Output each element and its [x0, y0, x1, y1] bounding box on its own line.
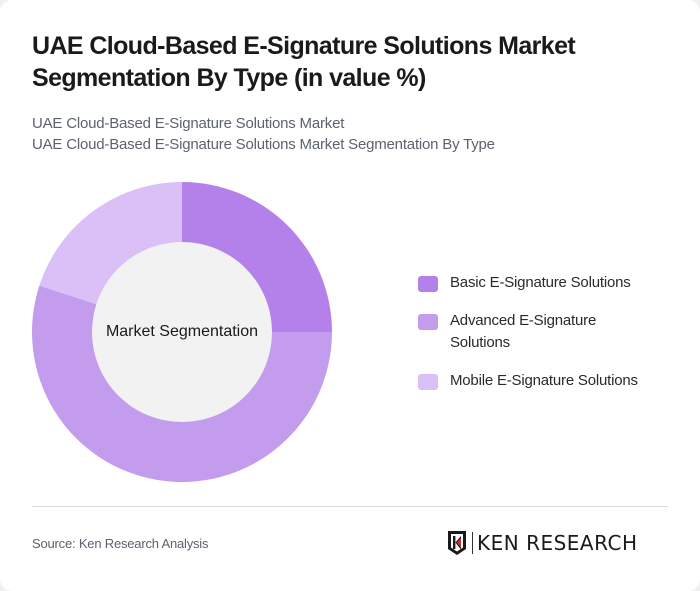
donut-chart: [32, 182, 333, 483]
legend-swatch-mobile: [418, 374, 438, 390]
logo-text: KEN RESEARCH: [477, 531, 638, 555]
legend-label: Mobile E-Signature Solutions: [450, 372, 638, 389]
legend-item-advanced[interactable]: Advanced E-Signature Solutions: [418, 310, 678, 354]
legend-label: Basic E-Signature Solutions: [450, 274, 631, 291]
ken-research-logo: KEN RESEARCH: [447, 530, 638, 556]
subtitle-line-1: UAE Cloud-Based E-Signature Solutions Ma…: [32, 115, 345, 132]
subtitle-line-2: UAE Cloud-Based E-Signature Solutions Ma…: [32, 136, 495, 153]
donut-center-label: Market Segmentation: [105, 323, 259, 340]
logo-divider: [472, 532, 473, 554]
donut-hole: [92, 242, 272, 422]
footer-divider: [32, 506, 668, 507]
source-note: Source: Ken Research Analysis: [32, 536, 209, 551]
chart-title: UAE Cloud-Based E-Signature Solutions Ma…: [32, 32, 576, 92]
legend-item-basic[interactable]: Basic E-Signature Solutions: [418, 272, 678, 294]
legend-swatch-advanced: [418, 314, 438, 330]
chart-subtitle: UAE Cloud-Based E-Signature Solutions Ma…: [32, 113, 495, 155]
ken-research-shield-icon: [448, 531, 466, 555]
chart-legend: Basic E-Signature Solutions Advanced E-S…: [418, 272, 678, 408]
legend-label: Advanced E-Signature Solutions: [450, 312, 597, 351]
legend-swatch-basic: [418, 276, 438, 292]
legend-item-mobile[interactable]: Mobile E-Signature Solutions: [418, 370, 678, 392]
